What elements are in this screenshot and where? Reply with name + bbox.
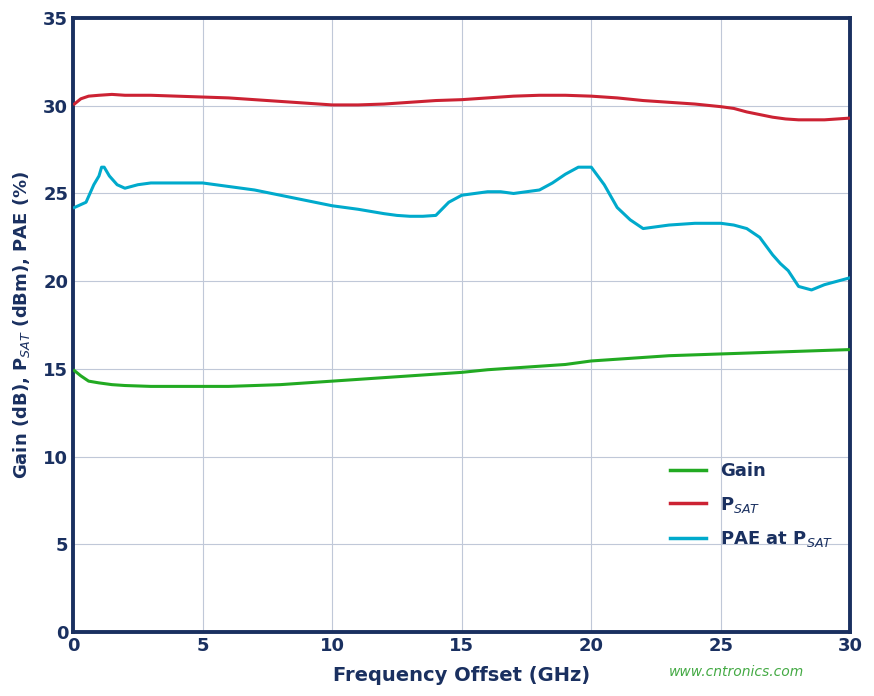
Y-axis label: Gain (dB), P$_{SAT}$ (dBm), PAE (%): Gain (dB), P$_{SAT}$ (dBm), PAE (%) <box>11 171 32 480</box>
X-axis label: Frequency Offset (GHz): Frequency Offset (GHz) <box>333 666 590 685</box>
Legend: Gain, P$_{SAT}$, PAE at P$_{SAT}$: Gain, P$_{SAT}$, PAE at P$_{SAT}$ <box>669 462 834 549</box>
Text: www.cntronics.com: www.cntronics.com <box>669 665 804 679</box>
